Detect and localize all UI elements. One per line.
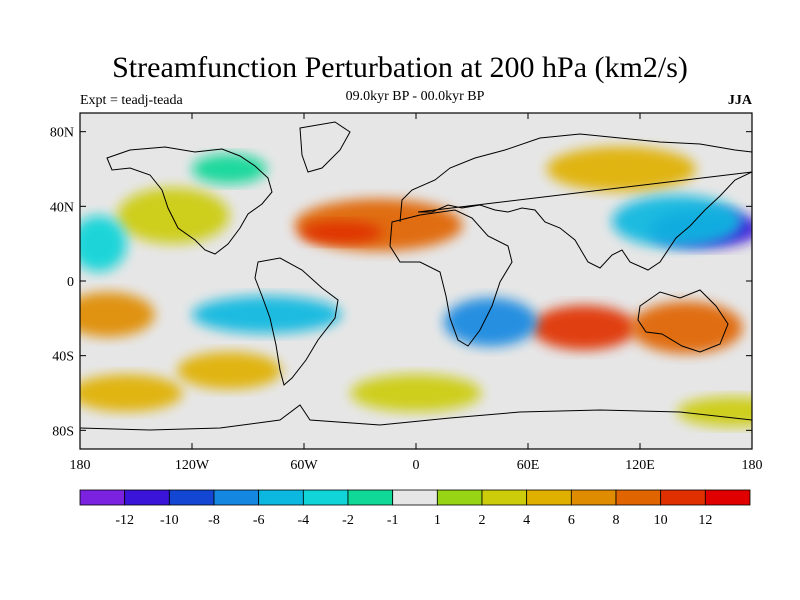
colorbar-label-12: 10 [654, 513, 668, 528]
colorbar-label-1: -10 [160, 513, 179, 528]
lon-tick-label-1: 120W [175, 458, 210, 473]
coastline-europe-asia [399, 133, 752, 271]
colorbar-swatch-5 [302, 489, 349, 506]
colorbar-label-2: -8 [208, 513, 220, 528]
coastline-antarctica [80, 404, 752, 431]
colorbar-label-4: -4 [297, 513, 309, 528]
field-region-2 [117, 187, 230, 244]
experiment-label: Expt = teadj-teada [80, 93, 183, 108]
lon-tick-label-4: 60E [517, 458, 540, 473]
colorbar-swatch-13 [660, 489, 706, 506]
field-region-12 [192, 154, 267, 184]
colorbar-label-9: 4 [523, 513, 530, 528]
colorbar-swatch-11 [570, 489, 617, 506]
coastline-africa [389, 209, 513, 347]
map-axes: 180 120W 60W 0 60E 120E 180 80N 40N 0 40S 80S [50, 113, 763, 473]
colorbar-swatch-2 [168, 489, 215, 506]
lon-tick-label-5: 120E [625, 458, 655, 473]
coastline-north-america [106, 146, 273, 255]
colorbar: -12 -10 -8 -6 -4 -2 -1 1 2 4 6 8 10 12 [79, 489, 751, 528]
colorbar-label-6: -1 [387, 513, 399, 528]
lon-tick-label-2: 60W [290, 458, 318, 473]
lat-tick-label-0: 80N [50, 126, 74, 141]
colorbar-swatch-7 [392, 489, 438, 506]
field-region-7 [546, 146, 696, 192]
contour-field [80, 146, 752, 427]
colorbar-label-5: -2 [342, 513, 354, 528]
colorbar-swatch-12 [615, 489, 662, 506]
lat-tick-label-3: 40S [52, 350, 74, 365]
coastlines [80, 121, 752, 431]
colorbar-label-7: 1 [434, 513, 441, 528]
coastline-greenland [299, 121, 351, 173]
colorbar-swatch-6 [347, 489, 394, 506]
field-region-14 [350, 374, 482, 412]
field-region-5 [531, 305, 637, 351]
colorbar-swatch-8 [436, 489, 483, 506]
field-region-9 [612, 195, 743, 248]
lat-tick-label-2: 0 [67, 275, 74, 290]
coastline-south-america [254, 257, 339, 386]
colorbar-swatch-10 [526, 489, 572, 506]
colorbar-swatch-14 [704, 489, 751, 506]
coastline-australia [637, 289, 729, 353]
field-region-15 [80, 374, 183, 412]
colorbar-swatch-3 [213, 489, 260, 506]
field-region-4 [177, 351, 282, 390]
field-region-10 [192, 295, 342, 334]
colorbar-label-0: -12 [115, 513, 134, 528]
colorbar-swatch-9 [481, 489, 528, 506]
field-region-3 [80, 292, 155, 337]
map-title: Streamfunction Perturbation at 200 hPa (… [112, 51, 688, 84]
field-region-16 [677, 396, 752, 427]
field-region-13 [80, 215, 127, 272]
colorbar-swatch-1 [124, 489, 170, 506]
field-region-1 [300, 221, 383, 244]
colorbar-label-11: 8 [613, 513, 620, 528]
season-label: JJA [727, 93, 752, 108]
colorbar-label-8: 2 [479, 513, 486, 528]
period-label: 09.0kyr BP - 00.0kyr BP [345, 89, 485, 104]
lon-tick-label-0: 180 [70, 458, 91, 473]
lat-tick-label-4: 80S [52, 424, 74, 439]
map-panel: 180 120W 60W 0 60E 120E 180 80N 40N 0 40S 80S [50, 112, 763, 473]
field-region-6 [630, 301, 743, 354]
colorbar-label-3: -6 [253, 513, 265, 528]
lat-tick-label-1: 40N [50, 200, 74, 215]
field-region-11 [444, 297, 538, 347]
colorbar-label-10: 6 [568, 513, 575, 528]
colorbar-swatch-0 [79, 489, 126, 506]
colorbar-label-13: 12 [698, 513, 712, 528]
lon-tick-label-6: 180 [742, 458, 763, 473]
lon-tick-label-3: 0 [413, 458, 420, 473]
colorbar-swatch-4 [258, 489, 304, 506]
